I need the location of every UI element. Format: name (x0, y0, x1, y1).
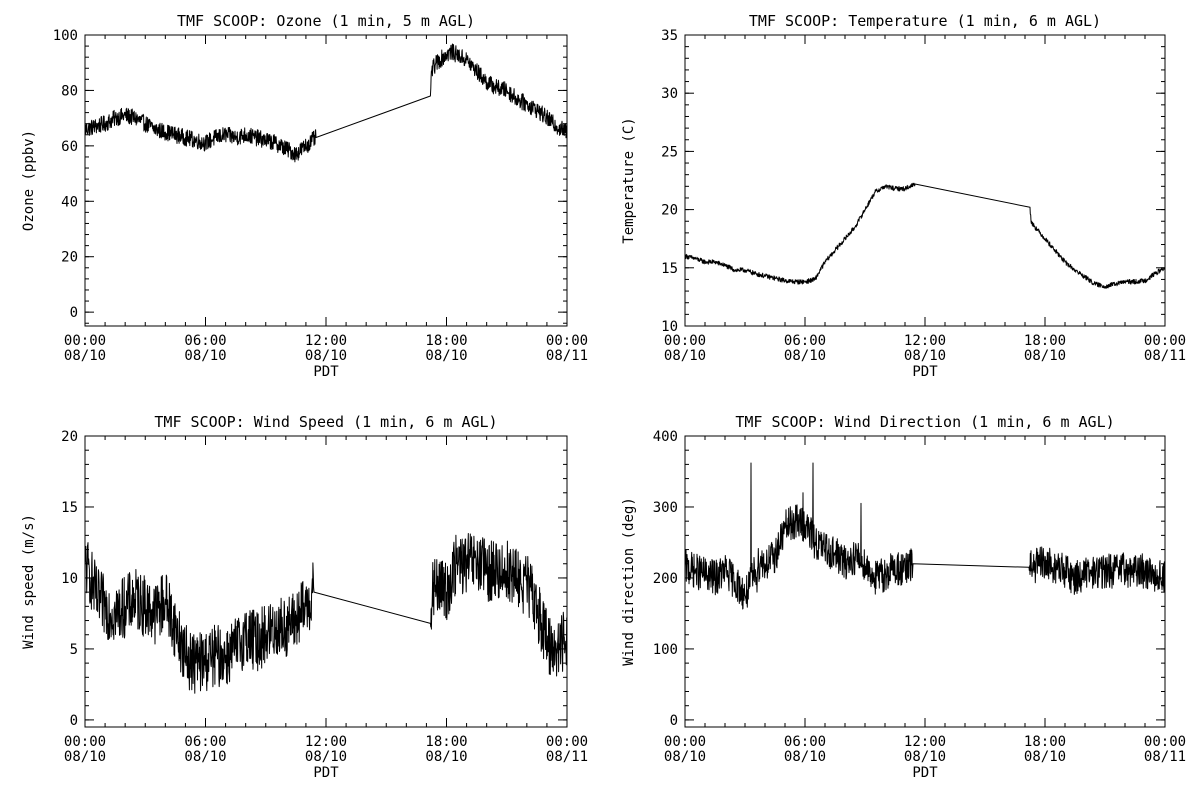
plot-frame (684, 34, 1166, 327)
y-tick-label: 10 (61, 571, 78, 587)
x-tick-time-label: 00:00 (546, 734, 588, 750)
y-tick-label: 300 (653, 500, 678, 516)
y-tick-label: 100 (53, 28, 78, 44)
chart-panel: TMF SCOOP: Ozone (1 min, 5 m AGL) 0 20 40 60… (21, 12, 588, 380)
chart-panel: TMF SCOOP: Wind Speed (1 min, 6 m AGL) 0 5… (21, 413, 588, 781)
x-tick-date-label: 08/11 (546, 749, 588, 765)
x-tick-date-label: 08/11 (546, 348, 588, 364)
y-tick-label: 25 (661, 144, 678, 160)
x-tick-date-label: 08/10 (305, 348, 347, 364)
x-tick-time-label: 00:00 (1144, 333, 1186, 349)
x-tick-time-label: 06:00 (184, 734, 226, 750)
y-tick-label: 20 (661, 203, 678, 219)
y-tick-label: 35 (661, 28, 678, 44)
x-tick-time-label: 00:00 (64, 734, 106, 750)
y-tick-label: 20 (61, 429, 78, 445)
x-tick-time-label: 00:00 (664, 734, 706, 750)
y-tick-label: 20 (61, 250, 78, 266)
x-tick-date-label: 08/10 (664, 348, 706, 364)
x-tick-time-label: 12:00 (904, 734, 946, 750)
x-tick-date-label: 08/10 (784, 749, 826, 765)
x-tick-date-label: 08/10 (425, 348, 467, 364)
y-tick-label: 400 (653, 429, 678, 445)
y-tick-label: 10 (661, 319, 678, 335)
x-axis-label: PDT (912, 364, 938, 380)
x-tick-date-label: 08/10 (784, 348, 826, 364)
x-tick-time-label: 18:00 (425, 734, 467, 750)
x-tick-date-label: 08/11 (1144, 348, 1186, 364)
y-tick-label: 15 (661, 261, 678, 277)
x-tick-time-label: 12:00 (904, 333, 946, 349)
y-axis-label: Wind direction (deg) (621, 497, 637, 666)
x-tick-date-label: 08/10 (664, 749, 706, 765)
series-line (84, 43, 568, 163)
x-tick-time-label: 12:00 (305, 333, 347, 349)
x-tick-time-label: 00:00 (664, 333, 706, 349)
series-line (684, 462, 1166, 610)
x-tick-date-label: 08/10 (64, 749, 106, 765)
y-tick-label: 80 (61, 83, 78, 99)
x-tick-time-label: 06:00 (184, 333, 226, 349)
x-axis-label: PDT (313, 364, 339, 380)
y-tick-label: 5 (70, 642, 78, 658)
x-tick-time-label: 18:00 (425, 333, 467, 349)
y-axis-label: Wind speed (m/s) (21, 514, 37, 649)
x-tick-date-label: 08/10 (305, 749, 347, 765)
x-tick-date-label: 08/10 (425, 749, 467, 765)
x-tick-date-label: 08/10 (904, 348, 946, 364)
x-tick-time-label: 06:00 (784, 734, 826, 750)
x-tick-date-label: 08/10 (184, 749, 226, 765)
x-axis-label: PDT (912, 765, 938, 781)
y-tick-label: 0 (670, 713, 678, 729)
plot-frame (84, 34, 568, 327)
y-tick-label: 0 (70, 305, 78, 321)
chart-title: TMF SCOOP: Temperature (1 min, 6 m AGL) (749, 12, 1101, 30)
chart-title: TMF SCOOP: Wind Direction (1 min, 6 m AG… (735, 413, 1114, 431)
chart-title: TMF SCOOP: Wind Speed (1 min, 6 m AGL) (154, 413, 497, 431)
y-tick-label: 100 (653, 642, 678, 658)
chart-panel: TMF SCOOP: Wind Direction (1 min, 6 m AG… (621, 413, 1186, 781)
x-tick-date-label: 08/10 (904, 749, 946, 765)
chart-panel: TMF SCOOP: Temperature (1 min, 6 m AGL) 1… (621, 12, 1186, 380)
y-tick-label: 40 (61, 194, 78, 210)
y-tick-label: 60 (61, 139, 78, 155)
series-line (684, 182, 1166, 289)
y-tick-label: 15 (61, 500, 78, 516)
x-tick-date-label: 08/10 (1024, 749, 1066, 765)
x-tick-date-label: 08/10 (184, 348, 226, 364)
y-tick-label: 200 (653, 571, 678, 587)
x-tick-time-label: 18:00 (1024, 734, 1066, 750)
x-axis-label: PDT (313, 765, 339, 781)
x-tick-time-label: 00:00 (1144, 734, 1186, 750)
x-tick-time-label: 06:00 (784, 333, 826, 349)
x-tick-date-label: 08/10 (64, 348, 106, 364)
y-axis-label: Temperature (C) (621, 117, 637, 243)
y-tick-label: 0 (70, 713, 78, 729)
x-tick-time-label: 00:00 (64, 333, 106, 349)
x-tick-time-label: 12:00 (305, 734, 347, 750)
x-tick-time-label: 18:00 (1024, 333, 1066, 349)
x-tick-date-label: 08/11 (1144, 749, 1186, 765)
y-axis-label: Ozone (ppbv) (21, 130, 37, 231)
series-line (84, 533, 568, 694)
y-tick-label: 30 (661, 86, 678, 102)
x-tick-time-label: 00:00 (546, 333, 588, 349)
x-tick-date-label: 08/10 (1024, 348, 1066, 364)
chart-title: TMF SCOOP: Ozone (1 min, 5 m AGL) (177, 12, 475, 30)
